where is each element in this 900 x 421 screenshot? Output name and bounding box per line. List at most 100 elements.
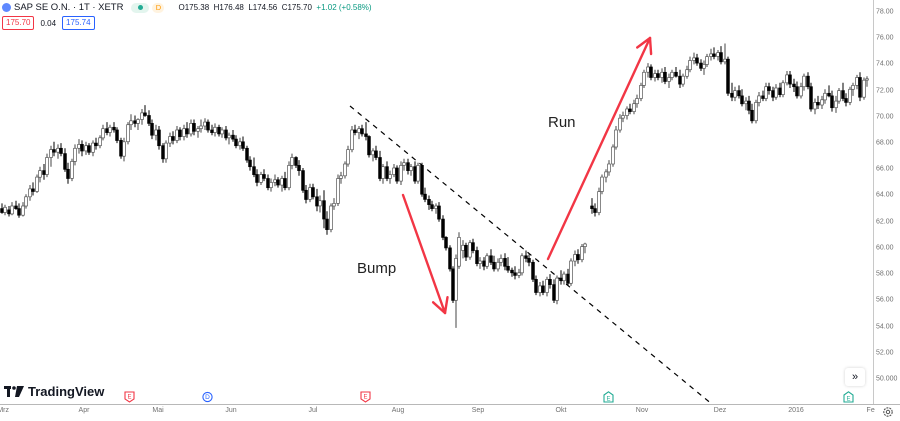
earnings-marker-icon[interactable]: E [603,390,614,403]
candle [402,158,406,171]
candle [851,82,855,96]
price-tick: 62.00 [876,218,894,226]
candle [45,153,49,178]
candle [206,119,210,133]
candle [388,170,392,184]
candle [806,72,810,90]
candle [21,202,25,217]
settings-gear-icon[interactable] [882,406,894,418]
candle [737,85,741,99]
candle [792,78,796,92]
candle [632,99,636,115]
candle [392,164,396,178]
candle [38,166,42,183]
dividend-marker-icon[interactable]: D [202,390,213,403]
candle [77,139,81,154]
candle [101,124,105,141]
open-value: O175.38 [178,3,210,12]
tradingview-logo[interactable]: TradingView [4,384,104,399]
time-tick: Mai [152,407,164,414]
candle [360,124,364,137]
symbol-logo-icon [2,3,11,12]
buy-price-button[interactable]: 175.74 [62,16,95,30]
candle [809,82,813,112]
candle [31,182,35,196]
candle [674,67,678,78]
price-tick: 78.00 [876,8,894,16]
time-tick: Dez [713,407,727,414]
symbol-header: SAP SE O.N. · 1T · XETR D O175.38 H176.4… [2,2,372,13]
candle [182,124,186,141]
candle [70,158,74,182]
candle [196,126,200,138]
candle [28,185,32,201]
annotation-arrows[interactable] [401,36,653,315]
candle [168,132,172,147]
candle [830,90,834,112]
tradingview-logo-icon [4,386,24,397]
earnings-marker-icon[interactable]: E [124,390,135,403]
candle [785,71,789,86]
candle [350,126,354,153]
arrow-run[interactable] [546,36,653,261]
candle [464,242,468,261]
candle [73,144,77,166]
candle [646,63,650,78]
candle [339,171,343,184]
candle [576,249,580,264]
candle [583,242,587,254]
earnings-marker-icon[interactable]: E [843,390,854,403]
delayed-data-badge[interactable]: D [152,2,165,13]
candle [367,135,371,158]
candle [726,56,730,96]
sell-price-button[interactable]: 175.70 [2,16,35,30]
candle [730,82,734,102]
candle [150,119,154,140]
price-chart[interactable] [0,0,873,404]
candle [140,109,144,125]
candle [614,126,618,150]
candle [820,95,824,109]
candle [353,124,357,136]
candle [133,115,137,128]
candle [681,73,685,87]
candle [290,153,294,170]
earnings-marker-icon[interactable]: E [360,390,371,403]
price-tick: 50.000 [876,375,898,383]
candle [754,99,758,124]
time-axis[interactable] [0,404,900,421]
candle [266,174,270,191]
candle [273,174,277,187]
candle [315,188,319,212]
candle [185,122,189,138]
candle [517,268,521,279]
symbol-title[interactable]: SAP SE O.N. · 1T · XETR [14,2,124,13]
candle [482,257,486,271]
candle [597,187,601,216]
candle [559,270,563,285]
candle [329,203,333,233]
candle [799,82,803,99]
scroll-to-realtime-button[interactable]: » [845,368,865,386]
svg-text:E: E [363,395,367,401]
svg-text:E: E [127,395,131,401]
arrow-bump[interactable] [401,193,449,315]
candle [49,145,53,167]
candle [413,161,417,184]
candle [252,157,256,178]
candle [506,257,510,273]
candle [628,103,632,115]
candle [357,126,361,140]
low-value: L174.56 [248,3,278,12]
candle [154,124,158,141]
dashed-trendline[interactable] [349,105,713,404]
candle [478,257,482,269]
candle [199,119,203,133]
candle [771,86,775,102]
price-axis[interactable] [873,0,900,404]
candle [406,158,410,175]
candle [224,126,228,141]
candle [318,195,322,213]
price-tick: 56.00 [876,296,894,304]
candle [147,110,151,126]
